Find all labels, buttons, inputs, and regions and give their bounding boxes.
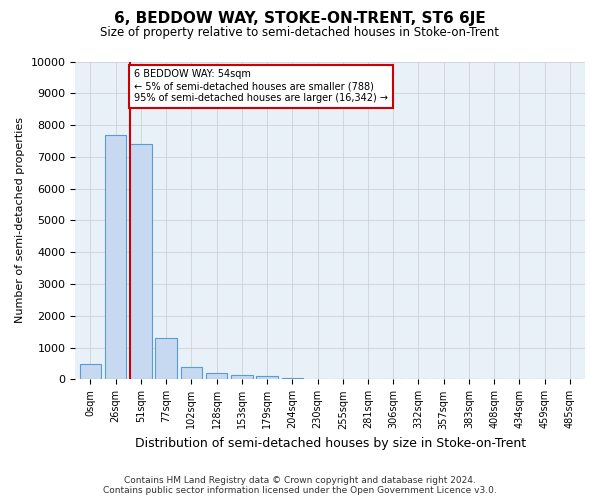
Bar [206,373,227,380]
Text: 6 BEDDOW WAY: 54sqm
← 5% of semi-detached houses are smaller (788)
95% of semi-d: 6 BEDDOW WAY: 54sqm ← 5% of semi-detache… [134,70,388,102]
Bar [105,134,127,380]
Bar [231,374,253,380]
Text: Contains HM Land Registry data © Crown copyright and database right 2024.
Contai: Contains HM Land Registry data © Crown c… [103,476,497,495]
Y-axis label: Number of semi-detached properties: Number of semi-detached properties [15,118,25,324]
Bar [181,366,202,380]
Text: Size of property relative to semi-detached houses in Stoke-on-Trent: Size of property relative to semi-detach… [101,26,499,39]
Bar [130,144,152,380]
Bar [256,376,278,380]
Bar [281,378,303,380]
Bar [80,364,101,380]
X-axis label: Distribution of semi-detached houses by size in Stoke-on-Trent: Distribution of semi-detached houses by … [134,437,526,450]
Bar [155,338,177,380]
Text: 6, BEDDOW WAY, STOKE-ON-TRENT, ST6 6JE: 6, BEDDOW WAY, STOKE-ON-TRENT, ST6 6JE [114,12,486,26]
